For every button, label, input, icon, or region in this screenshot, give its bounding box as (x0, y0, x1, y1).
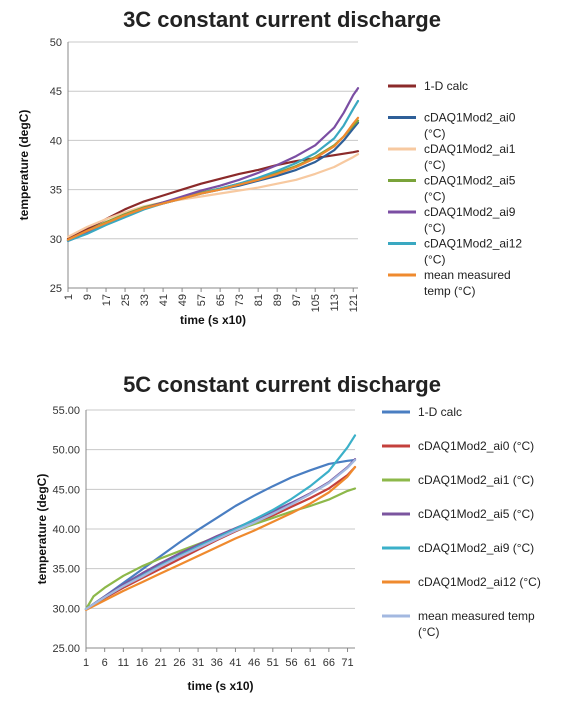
legend-entry-line: cDAQ1Mod2_ai1 (424, 142, 516, 156)
y-tick-label: 40 (50, 135, 62, 147)
x-tick-label: 25 (120, 294, 132, 306)
x-tick-label: 31 (192, 657, 204, 669)
x-tick-label: 36 (211, 657, 223, 669)
legend-entry-line: (°C) (424, 221, 445, 235)
y-tick-label: 50.00 (52, 445, 80, 457)
x-tick-label: 73 (234, 294, 246, 306)
y-tick-label: 30.00 (52, 603, 80, 615)
y-tick-label: 45 (50, 86, 62, 98)
x-tick-label: 121 (348, 294, 360, 312)
legend-entry: cDAQ1Mod2_ai0 (°C) (424, 111, 516, 141)
x-tick-label: 51 (267, 657, 279, 669)
legend-entry-line: cDAQ1Mod2_ai0 (°C) (418, 439, 534, 453)
legend-entry-line: mean measured (424, 268, 511, 282)
y-tick-label: 25.00 (52, 643, 80, 655)
x-tick-label: 1 (63, 294, 75, 300)
x-tick-label: 16 (136, 657, 148, 669)
legend-entry: cDAQ1Mod2_ai1 (°C) (418, 473, 534, 487)
series-line-6 (84, 466, 357, 612)
x-tick-label: 33 (139, 294, 151, 306)
legend-entry: 1-D calc (418, 405, 462, 419)
legend-entry-line: cDAQ1Mod2_ai1 (°C) (418, 473, 534, 487)
x-tick-label: 105 (310, 294, 322, 312)
legend-entry: cDAQ1Mod2_ai5 (°C) (418, 507, 534, 521)
x-tick-label: 11 (118, 657, 129, 669)
y-tick-label: 50 (50, 37, 62, 49)
legend-entry-line: (°C) (418, 625, 439, 639)
legend-entry-line: cDAQ1Mod2_ai9 (°C) (418, 541, 534, 555)
legend-entry-line: 1-D calc (424, 79, 468, 93)
x-axis-label: time (s x10) (187, 679, 253, 693)
legend-entry-line: (°C) (424, 190, 445, 204)
y-tick-label: 45.00 (52, 484, 80, 496)
x-tick-label: 1 (83, 657, 89, 669)
x-tick-label: 97 (291, 294, 303, 306)
y-tick-label: 35.00 (52, 564, 80, 576)
x-tick-label: 65 (215, 294, 227, 306)
x-tick-label: 46 (248, 657, 260, 669)
x-tick-label: 41 (158, 294, 170, 306)
x-tick-label: 49 (177, 294, 189, 306)
legend-entry: mean measured temp (°C) (424, 268, 511, 298)
chart-1: 3C constant current discharge 25 30 35 40 45 5… (17, 7, 522, 327)
y-tick-label: 40.00 (52, 524, 80, 536)
legend-entry: cDAQ1Mod2_ai12 (°C) (424, 237, 522, 267)
legend-entry: 1-D calc (424, 79, 468, 93)
x-axis-label: time (s x10) (180, 313, 246, 327)
legend-entry-line: cDAQ1Mod2_ai12 (°C) (418, 575, 541, 589)
y-axis-label: temperature (degC) (35, 474, 49, 585)
x-tick-label: 6 (102, 657, 108, 669)
x-tick-label: 21 (155, 657, 167, 669)
series-line-7 (84, 458, 357, 611)
y-tick-label: 35 (50, 185, 62, 197)
legend-entry-line: cDAQ1Mod2_ai9 (424, 205, 516, 219)
legend-entry: cDAQ1Mod2_ai12 (°C) (418, 575, 541, 589)
legend-entry: cDAQ1Mod2_ai9 (°C) (418, 541, 534, 555)
y-tick-label: 30 (50, 234, 62, 246)
legend-entry-line: cDAQ1Mod2_ai0 (424, 111, 516, 125)
legend-entry-line: cDAQ1Mod2_ai12 (424, 237, 522, 251)
legend-entry: cDAQ1Mod2_ai1 (°C) (424, 142, 516, 172)
legend-entry-line: cDAQ1Mod2_ai5 (°C) (418, 507, 534, 521)
x-tick-label: 89 (272, 294, 284, 306)
chart-2: 5C constant current discharge 25.00 30.00 3… (35, 372, 541, 693)
legend-entry-line: 1-D calc (418, 405, 462, 419)
x-tick-label: 17 (101, 294, 113, 306)
x-tick-label: 81 (253, 294, 265, 306)
legend-entry: cDAQ1Mod2_ai9 (°C) (424, 205, 516, 235)
y-tick-label: 55.00 (52, 405, 80, 417)
y-tick-label: 25 (50, 283, 62, 295)
series-line-3 (66, 153, 360, 238)
y-axis-label: temperature (degC) (17, 110, 31, 221)
legend-entry-line: (°C) (424, 253, 445, 267)
x-tick-label: 9 (82, 294, 94, 300)
series-line-7 (66, 116, 360, 241)
x-tick-label: 61 (304, 657, 316, 669)
x-tick-label: 71 (341, 657, 353, 669)
series-line-1 (84, 458, 357, 611)
legend-entry-line: mean measured temp (418, 609, 535, 623)
x-tick-label: 66 (323, 657, 335, 669)
legend-entry: cDAQ1Mod2_ai5 (°C) (424, 174, 516, 204)
chart-title: 3C constant current discharge (123, 7, 441, 32)
legend-entry-line: (°C) (424, 127, 445, 141)
legend-entry: mean measured temp (°C) (418, 609, 535, 639)
series-line-3 (84, 487, 357, 611)
x-tick-label: 57 (196, 294, 208, 306)
x-tick-label: 26 (173, 657, 185, 669)
x-tick-label: 41 (229, 657, 241, 669)
x-tick-label: 113 (329, 294, 341, 312)
legend-entry-line: temp (°C) (424, 284, 475, 298)
chart-title: 5C constant current discharge (123, 372, 441, 397)
legend-entry-line: (°C) (424, 158, 445, 172)
x-tick-label: 56 (285, 657, 297, 669)
legend-entry: cDAQ1Mod2_ai0 (°C) (418, 439, 534, 453)
legend-entry-line: cDAQ1Mod2_ai5 (424, 174, 516, 188)
